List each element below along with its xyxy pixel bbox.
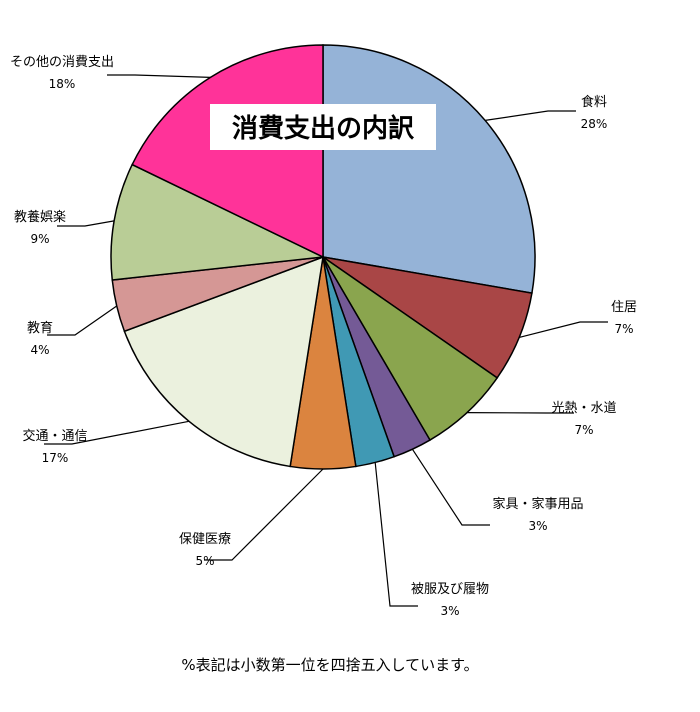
leader-line — [44, 420, 190, 445]
slice-label: 被服及び履物 — [411, 582, 489, 597]
slice-percent-label: 17% — [42, 451, 69, 465]
pie-slice — [322, 44, 536, 294]
chart-title: 消費支出の内訳 — [232, 113, 415, 144]
slice-percent-label: 3% — [528, 519, 547, 533]
slice-label: 交通・通信 — [22, 428, 87, 444]
leader-line — [411, 448, 490, 526]
leader-line — [204, 468, 324, 561]
footnote: %表記は小数第一位を四捨五入しています。 — [181, 656, 478, 674]
slice-percent-label: 3% — [440, 604, 459, 618]
pie-slices — [110, 44, 536, 470]
leader-lines — [44, 74, 608, 607]
slice-label: 住居 — [611, 300, 637, 315]
slice-label: 家具・家事用品 — [492, 496, 583, 512]
leader-line — [485, 110, 576, 121]
leader-line — [57, 220, 115, 227]
slice-percent-label: 7% — [614, 322, 633, 336]
leader-line — [374, 462, 418, 607]
slice-label: 教育 — [27, 320, 53, 336]
slice-percent-label: 7% — [574, 423, 593, 437]
slice-label: 教養娯楽 — [14, 209, 66, 225]
leader-line — [47, 305, 118, 336]
leader-line — [519, 321, 608, 338]
slice-labels: 食料 28% 住居 7% 光熱・水道 7% 家具・家事用品 3% 被服及び履物 3% 保健医療 5% 交… — [10, 55, 637, 618]
chart-title-box — [210, 104, 436, 150]
slice-percent-label: 5% — [195, 554, 214, 568]
slice-label: 保健医療 — [179, 532, 231, 547]
pie-slice — [131, 44, 324, 259]
slice-percent-label: 18% — [49, 77, 76, 91]
slice-label: 光熱・水道 — [551, 401, 616, 416]
pie-slice — [123, 255, 324, 468]
slice-percent-label: 9% — [30, 232, 49, 246]
slice-percent-label: 28% — [581, 117, 608, 131]
slice-label: その他の消費支出 — [10, 55, 114, 70]
slice-label: 食料 — [581, 94, 607, 110]
slice-percent-label: 4% — [30, 343, 49, 357]
leader-line — [107, 74, 211, 78]
